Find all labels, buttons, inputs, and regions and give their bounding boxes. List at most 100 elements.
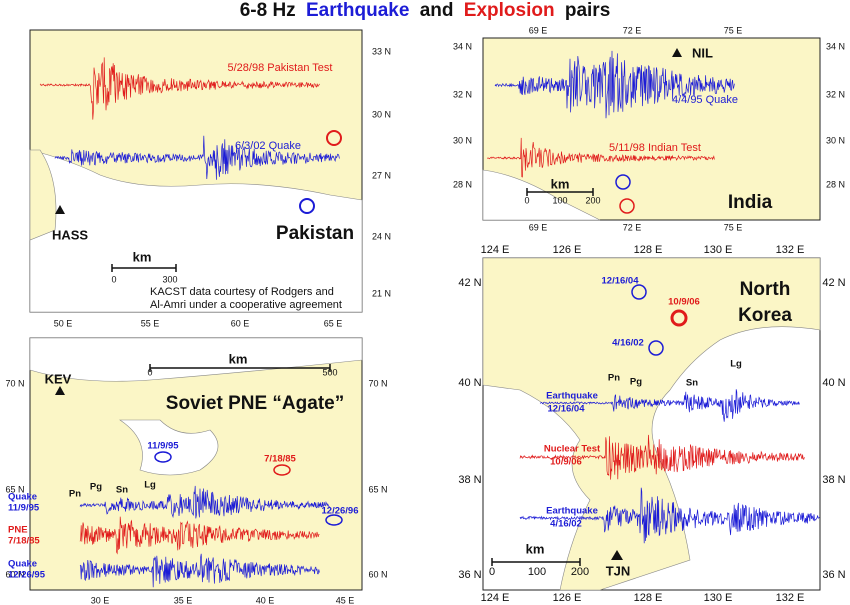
lon-label: 124 E — [481, 592, 510, 604]
lon-label: 69 E — [529, 25, 548, 35]
lon-label: 132 E — [776, 592, 805, 604]
event-label: 4/16/02 — [612, 338, 644, 349]
lat-label: 36 N — [822, 569, 845, 581]
phase-label: Pn — [608, 373, 620, 384]
lat-label: 38 N — [822, 474, 845, 486]
lat-label: 28 N — [826, 179, 845, 189]
seismogram — [494, 50, 735, 119]
scale-label: 200 — [571, 566, 589, 578]
phase-label: Lg — [730, 359, 742, 370]
lon-label: 65 E — [324, 318, 343, 328]
lat-label: 27 N — [372, 170, 391, 180]
trace-label: 10/9/06 — [550, 457, 582, 468]
trace-label: 11/9/95 — [8, 503, 40, 514]
scale-unit: km — [526, 541, 545, 556]
lon-label: 60 E — [231, 318, 250, 328]
lat-label: 36 N — [458, 569, 481, 581]
map-symbols — [55, 48, 688, 566]
scale-bar — [149, 364, 331, 372]
lon-label: 126 E — [553, 592, 582, 604]
lat-label: 24 N — [372, 231, 391, 241]
scale-bars — [111, 188, 594, 566]
lat-label: 65 N — [5, 484, 24, 494]
trace-label: Earthquake — [546, 391, 598, 402]
lat-label: 34 N — [826, 41, 845, 51]
map-frame — [482, 37, 821, 221]
lat-label: 40 N — [458, 377, 481, 389]
lat-label: 21 N — [372, 288, 391, 298]
lat-label: 60 N — [5, 569, 24, 579]
seismogram — [519, 434, 805, 480]
trace-label: Nuclear Test — [544, 444, 601, 455]
trace-label: Earthquake — [546, 506, 598, 517]
event-label: 12/16/04 — [602, 276, 640, 287]
event-label: 11/9/95 — [147, 441, 179, 452]
event-label: 12/26/96 — [322, 506, 359, 517]
place-label: Pakistan — [276, 223, 354, 244]
seismogram — [519, 487, 820, 544]
scale-bar — [111, 264, 177, 272]
lat-label: 42 N — [458, 277, 481, 289]
figure-title: 6-8 Hz Earthquake and Explosion pairs — [240, 0, 611, 21]
event-circle — [615, 174, 631, 190]
place-label: North — [740, 279, 791, 300]
lon-label: 132 E — [776, 244, 805, 256]
title-part: Explosion — [464, 0, 555, 21]
seismogram — [79, 516, 320, 555]
sea — [29, 337, 363, 382]
lat-label: 33 N — [372, 46, 391, 56]
seismogram — [486, 137, 715, 178]
scale-label: 0 — [524, 195, 529, 205]
event-circle — [326, 130, 342, 146]
station-label: NIL — [692, 45, 713, 60]
event-circle — [154, 451, 172, 463]
sea — [482, 169, 601, 221]
scale-label: 500 — [322, 367, 337, 377]
trace-label: Quake — [8, 492, 37, 503]
scale-label: 0 — [111, 274, 116, 284]
lat-label: 30 N — [826, 135, 845, 145]
seismograms — [39, 50, 820, 588]
event-label: 7/18/85 — [264, 454, 296, 465]
seismogram — [79, 553, 320, 588]
lon-label: 124 E — [481, 244, 510, 256]
scale-unit: km — [551, 176, 570, 191]
lat-label: 60 N — [368, 569, 387, 579]
lon-label: 75 E — [724, 222, 743, 232]
event-label: 10/9/06 — [668, 297, 700, 308]
trace-label: 5/28/98 Pakistan Test — [228, 62, 333, 74]
trace-label: PNE — [8, 525, 28, 536]
lon-label: 35 E — [174, 595, 193, 605]
station-label: TJN — [606, 563, 631, 578]
event-circle — [670, 309, 688, 327]
place-label: India — [728, 192, 773, 213]
scale-bar — [491, 558, 581, 566]
seismogram — [54, 135, 340, 180]
lon-label: 30 E — [91, 595, 110, 605]
scale-unit: km — [229, 351, 248, 366]
labels: 33 N 30 N 27 N 24 N 21 N 50 E 55 E 60 E 65 E 5/28… — [5, 25, 845, 605]
lon-label: 69 E — [529, 222, 548, 232]
phase-label: Sn — [116, 485, 128, 496]
lon-label: 45 E — [336, 595, 355, 605]
lon-label: 55 E — [141, 318, 160, 328]
phase-label: Lg — [144, 480, 156, 491]
land — [482, 257, 821, 591]
title-part: pairs — [565, 0, 610, 21]
event-circle — [325, 514, 343, 526]
land — [29, 149, 57, 241]
lon-label: 75 E — [724, 25, 743, 35]
lon-label: 72 E — [623, 25, 642, 35]
trace-label: Quake — [8, 559, 37, 570]
phase-label: Sn — [686, 378, 698, 389]
lat-label: 42 N — [822, 277, 845, 289]
station-marker — [611, 550, 623, 560]
lat-label: 28 N — [453, 179, 472, 189]
lat-label: 70 N — [5, 378, 24, 388]
scale-label: 100 — [552, 195, 567, 205]
lon-label: 130 E — [704, 244, 733, 256]
lat-label: 30 N — [372, 109, 391, 119]
event-circle — [648, 340, 664, 356]
place-label: Soviet PNE “Agate” — [166, 393, 344, 414]
lat-label: 32 N — [453, 89, 472, 99]
